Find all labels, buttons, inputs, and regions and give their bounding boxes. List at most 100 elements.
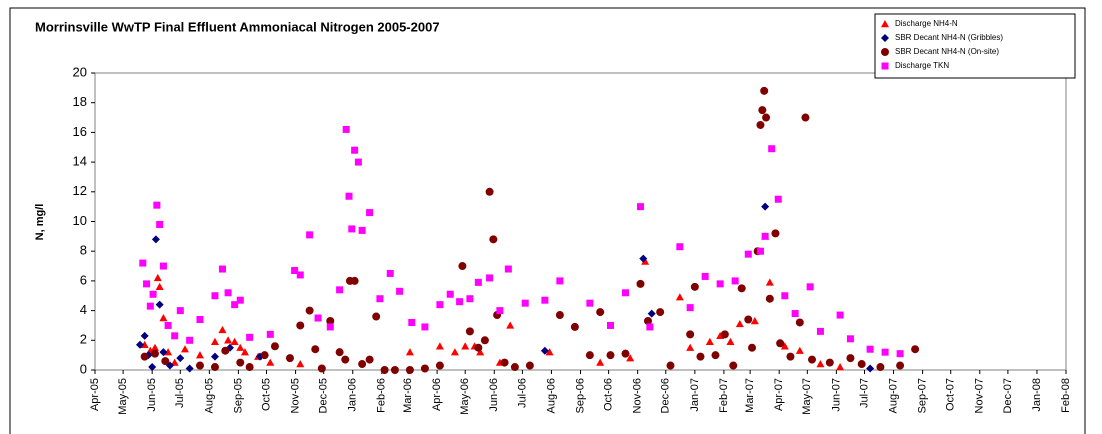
data-point (896, 361, 905, 370)
x-tick-label: Sep-06 (574, 378, 586, 413)
x-tick-label: Oct-05 (260, 378, 272, 411)
legend-marker (881, 20, 889, 28)
data-point (541, 296, 549, 304)
data-point (720, 330, 729, 339)
data-point (153, 201, 161, 209)
data-point (596, 308, 605, 317)
data-point (311, 345, 320, 354)
data-point (159, 348, 168, 357)
data-point (306, 231, 314, 239)
data-point (236, 358, 245, 367)
data-point (876, 363, 885, 372)
data-point (185, 364, 194, 373)
data-point (758, 106, 767, 115)
data-point (911, 345, 920, 354)
legend-box (874, 13, 1076, 79)
data-point (866, 345, 874, 353)
data-point (155, 300, 164, 309)
data-point (218, 265, 226, 273)
data-point (489, 235, 498, 244)
data-point (690, 282, 699, 291)
data-point (171, 332, 179, 340)
y-tick-label: 0 (80, 361, 87, 376)
data-point (376, 295, 384, 303)
x-tick-label: Oct-07 (945, 378, 957, 411)
data-point (771, 229, 780, 238)
data-point (405, 348, 414, 356)
data-point (846, 354, 855, 363)
x-tick-label: Aug-06 (545, 378, 557, 413)
data-point (596, 358, 605, 366)
x-tick-label: Feb-08 (1060, 378, 1072, 413)
x-tick-label: May-05 (117, 378, 129, 415)
x-tick-label: Jan-08 (1031, 378, 1043, 412)
y-tick-label: 20 (73, 64, 87, 79)
x-tick-label: Nov-07 (974, 378, 986, 413)
data-point (435, 342, 444, 350)
data-point (436, 301, 444, 309)
data-point (816, 327, 824, 335)
data-point (245, 363, 254, 372)
data-point (341, 355, 350, 364)
data-point (140, 340, 149, 348)
x-tick-label: Jul-05 (174, 378, 186, 408)
data-point (396, 287, 404, 295)
data-point (314, 314, 322, 322)
y-tick-label: 18 (73, 94, 87, 109)
y-tick-label: 6 (80, 272, 87, 287)
data-point (348, 225, 356, 233)
data-point (161, 357, 170, 366)
data-point (224, 336, 233, 344)
data-point (744, 250, 752, 258)
data-point (836, 363, 845, 371)
data-point (150, 349, 159, 358)
legend-label: Discharge NH4-N (895, 19, 958, 28)
data-point (666, 361, 675, 370)
data-point (196, 316, 204, 324)
data-point (231, 301, 239, 309)
data-point (500, 358, 509, 367)
legend-label: SBR Decant NH4-N (Gribbles) (895, 33, 1003, 42)
data-point (496, 307, 504, 315)
x-tick-label: Dec-07 (1002, 378, 1014, 413)
data-point (342, 125, 350, 133)
data-point (676, 243, 684, 251)
data-point (176, 307, 184, 315)
data-point (540, 346, 549, 355)
data-point (153, 273, 162, 282)
data-point (795, 318, 804, 327)
data-point (726, 337, 735, 345)
data-point (150, 343, 159, 351)
data-point (221, 346, 230, 355)
data-point (646, 323, 654, 331)
data-point (808, 355, 817, 364)
data-point (621, 289, 629, 297)
data-point (195, 351, 204, 359)
data-point (756, 120, 765, 129)
data-point (366, 209, 374, 217)
data-point (211, 292, 219, 300)
data-point (345, 192, 353, 200)
series (139, 125, 904, 358)
data-point (358, 360, 367, 369)
legend: Discharge NH4-N SBR Decant NH4-N (Gribble… (874, 13, 1076, 79)
y-axis-label: N, mg/l (34, 204, 46, 241)
chart-title: Morrinsville WwTP Final Effluent Ammonia… (35, 19, 440, 34)
data-point (164, 348, 173, 356)
data-point (825, 358, 834, 367)
data-point (140, 331, 149, 340)
data-point (836, 311, 844, 319)
x-tick-label: Dec-06 (660, 378, 672, 413)
data-point (765, 278, 774, 286)
x-tick-label: May-07 (801, 378, 813, 415)
data-point (586, 299, 594, 307)
data-point (474, 278, 482, 286)
data-point (701, 272, 709, 280)
data-point (761, 232, 769, 240)
data-point (159, 262, 167, 270)
data-point (570, 322, 579, 331)
data-point (774, 195, 782, 203)
data-point (354, 158, 362, 166)
data-point (236, 343, 245, 351)
